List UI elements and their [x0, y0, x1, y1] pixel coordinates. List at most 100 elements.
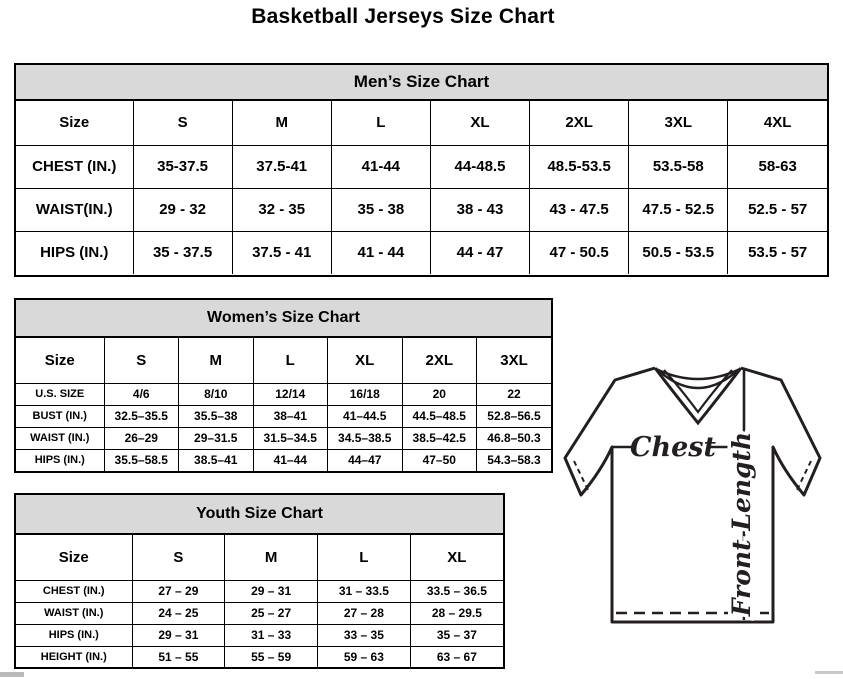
- front-length-label: Front Length: [727, 432, 756, 617]
- column-header: Size: [16, 101, 134, 146]
- table-row: HIPS (IN.) 35 - 37.5 37.5 - 41 41 - 44 44 - …: [16, 230, 827, 274]
- size-value-cell: 4/6: [103, 382, 179, 406]
- table-row: CHEST (IN.) 35-37.5 37.5-41 41-44 44-48.5 48.…: [16, 144, 827, 189]
- row-label: WAIST(IN.): [16, 187, 134, 232]
- column-header: S: [131, 535, 226, 581]
- size-value-cell: 52.5 - 57: [727, 187, 827, 232]
- mens-size-chart-table: Men’s Size Chart Size S M L XL 2XL 3XL 4XL CHEST…: [14, 63, 829, 277]
- size-value-cell: 34.5–38.5: [327, 426, 403, 450]
- size-value-cell: 38.5–41: [178, 448, 254, 471]
- size-value-cell: 44-48.5: [429, 144, 531, 189]
- size-value-cell: 47 - 50.5: [529, 230, 630, 274]
- column-header: XL: [327, 338, 403, 384]
- column-header: M: [231, 101, 332, 146]
- table-row: BUST (IN.) 32.5–35.5 35.5–38 38–41 41–44.5 44…: [16, 404, 551, 428]
- womens-size-table: Size S M L XL 2XL 3XL U.S. SIZE 4/6 8/10 12/14 16/1…: [16, 338, 551, 471]
- size-value-cell: 41–44: [252, 448, 328, 471]
- jersey-measurement-diagram-icon: Chest Front Length: [563, 366, 822, 624]
- column-header: Size: [16, 338, 105, 384]
- vneck-inner: [663, 369, 733, 414]
- size-value-cell: 47–50: [401, 448, 477, 471]
- row-label: WAIST (IN.): [16, 426, 105, 450]
- size-value-cell: 48.5-53.5: [529, 144, 630, 189]
- size-value-cell: 35 – 37: [409, 623, 503, 647]
- row-label: HIPS (IN.): [16, 623, 133, 647]
- size-header-row: Size S M L XL 2XL 3XL: [16, 338, 551, 384]
- size-value-cell: 8/10: [178, 382, 254, 406]
- collar-arc-inner: [658, 370, 738, 390]
- size-value-cell: 35.5–38: [178, 404, 254, 428]
- size-value-cell: 37.5-41: [231, 144, 332, 189]
- collar-arc-outer: [655, 367, 741, 381]
- size-value-cell: 52.8–56.5: [476, 404, 551, 428]
- size-value-cell: 29 – 31: [131, 623, 226, 647]
- column-header: 2XL: [529, 101, 630, 146]
- size-value-cell: 20: [401, 382, 477, 406]
- size-value-cell: 43 - 47.5: [529, 187, 630, 232]
- size-value-cell: 33.5 – 36.5: [409, 579, 503, 603]
- column-header: XL: [429, 101, 531, 146]
- column-header: Size: [16, 535, 133, 581]
- column-header: 3XL: [628, 101, 729, 146]
- size-value-cell: 38.5–42.5: [401, 426, 477, 450]
- horizontal-scrollbar-thumb-left[interactable]: [0, 672, 24, 677]
- youth-table-title: Youth Size Chart: [16, 495, 503, 535]
- womens-table-title: Women’s Size Chart: [16, 300, 551, 338]
- size-value-cell: 31 – 33.5: [317, 579, 411, 603]
- size-value-cell: 50.5 - 53.5: [628, 230, 729, 274]
- size-value-cell: 35-37.5: [132, 144, 233, 189]
- row-label: HEIGHT (IN.): [16, 645, 133, 668]
- size-value-cell: 27 – 29: [131, 579, 226, 603]
- chest-label: Chest: [630, 432, 716, 463]
- size-value-cell: 22: [476, 382, 551, 406]
- row-label: HIPS (IN.): [16, 230, 134, 274]
- size-value-cell: 38 - 43: [429, 187, 531, 232]
- size-value-cell: 28 – 29.5: [409, 601, 503, 625]
- size-value-cell: 53.5 - 57: [727, 230, 827, 274]
- size-value-cell: 12/14: [252, 382, 328, 406]
- row-label: BUST (IN.): [16, 404, 105, 428]
- table-row: HEIGHT (IN.) 51 – 55 55 – 59 59 – 63 63 – 67: [16, 645, 503, 668]
- size-value-cell: 63 – 67: [409, 645, 503, 668]
- size-value-cell: 44 - 47: [429, 230, 531, 274]
- column-header: 2XL: [401, 338, 477, 384]
- size-value-cell: 29–31.5: [178, 426, 254, 450]
- size-value-cell: 47.5 - 52.5: [628, 187, 729, 232]
- size-value-cell: 46.8–50.3: [476, 426, 551, 450]
- row-label: WAIST (IN.): [16, 601, 133, 625]
- horizontal-scrollbar-thumb-right[interactable]: [815, 671, 843, 674]
- size-value-cell: 59 – 63: [317, 645, 411, 668]
- size-value-cell: 35.5–58.5: [103, 448, 179, 471]
- size-value-cell: 53.5-58: [628, 144, 729, 189]
- size-value-cell: 26–29: [103, 426, 179, 450]
- size-value-cell: 29 – 31: [224, 579, 318, 603]
- column-header: L: [252, 338, 328, 384]
- size-value-cell: 35 - 37.5: [132, 230, 233, 274]
- table-row: CHEST (IN.) 27 – 29 29 – 31 31 – 33.5 33.5 –…: [16, 579, 503, 603]
- column-header: XL: [409, 535, 503, 581]
- mens-table-title: Men’s Size Chart: [16, 65, 827, 101]
- vneck-outer: [653, 367, 743, 426]
- column-header: S: [132, 101, 233, 146]
- size-value-cell: 38–41: [252, 404, 328, 428]
- size-value-cell: 32 - 35: [231, 187, 332, 232]
- size-value-cell: 24 – 25: [131, 601, 226, 625]
- size-value-cell: 27 – 28: [317, 601, 411, 625]
- table-row: HIPS (IN.) 35.5–58.5 38.5–41 41–44 44–47 47–5…: [16, 448, 551, 471]
- table-row: WAIST (IN.) 26–29 29–31.5 31.5–34.5 34.5–38.…: [16, 426, 551, 450]
- column-header: 3XL: [476, 338, 551, 384]
- size-value-cell: 32.5–35.5: [103, 404, 179, 428]
- size-value-cell: 44.5–48.5: [401, 404, 477, 428]
- left-cuff-dashed-line: [573, 460, 590, 493]
- size-value-cell: 41 - 44: [330, 230, 431, 274]
- size-value-cell: 51 – 55: [131, 645, 226, 668]
- size-value-cell: 41-44: [330, 144, 431, 189]
- row-label: U.S. SIZE: [16, 382, 105, 406]
- size-value-cell: 35 - 38: [330, 187, 431, 232]
- column-header: L: [317, 535, 411, 581]
- size-value-cell: 31 – 33: [224, 623, 318, 647]
- table-row: U.S. SIZE 4/6 8/10 12/14 16/18 20 22: [16, 382, 551, 406]
- size-value-cell: 58-63: [727, 144, 827, 189]
- column-header: L: [330, 101, 431, 146]
